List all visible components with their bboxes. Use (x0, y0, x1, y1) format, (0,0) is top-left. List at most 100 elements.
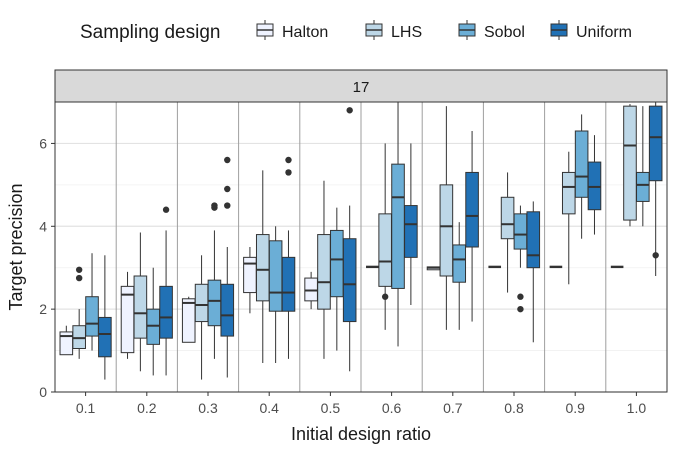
legend-item-lhs: LHS (364, 20, 422, 41)
legend: Sampling design Halton LHS Sobol Uniform (80, 20, 632, 43)
box-body (500, 196, 515, 240)
outlier-point (285, 169, 292, 176)
box-body (513, 213, 528, 250)
outlier-point (517, 305, 524, 313)
boxes (59, 102, 663, 380)
box-halton-0.7 (426, 266, 441, 271)
box-body (439, 184, 454, 277)
box-uniform-0.8 (526, 201, 541, 343)
legend-label: LHS (391, 24, 422, 41)
box-lhs-0.1 (72, 266, 86, 359)
legend-item-sobol: Sobol (457, 20, 525, 41)
box-lhs-0.7 (439, 106, 454, 330)
box-body (404, 205, 418, 258)
outlier-point (211, 202, 218, 209)
box-body (574, 130, 589, 198)
box-halton-0.3 (181, 296, 196, 343)
box-body (220, 283, 235, 337)
box-body (159, 285, 173, 339)
box-body (133, 275, 148, 339)
box-sobol-1.0 (636, 106, 650, 227)
box-lhs-0.5 (317, 180, 331, 359)
box-body (561, 171, 576, 215)
y-tick-label: 2 (39, 301, 47, 317)
x-tick-label: 0.1 (76, 400, 96, 416)
box-uniform-0.2 (159, 206, 173, 376)
box-uniform-0.1 (98, 255, 112, 380)
outlier-point (75, 274, 83, 282)
box-body (304, 277, 318, 302)
legend-label: Uniform (576, 24, 632, 41)
legend-item-uniform: Uniform (549, 20, 632, 41)
outlier-point (162, 206, 170, 213)
x-tick-label: 0.5 (321, 400, 341, 416)
box-halton-0.1 (59, 325, 74, 356)
outlier-point (346, 107, 353, 114)
box-body (465, 171, 479, 248)
box-body (452, 244, 467, 283)
box-body (72, 325, 86, 350)
box-body (268, 240, 283, 312)
x-tick-label: 0.7 (443, 400, 463, 416)
y-axis: 0 2 4 6 (39, 135, 55, 400)
y-axis-label: Target precision (6, 183, 26, 310)
x-tick-label: 0.4 (259, 400, 279, 416)
box-uniform-0.9 (587, 135, 602, 235)
box-body (648, 105, 663, 182)
box-body (194, 283, 209, 323)
outlier-point (285, 156, 292, 164)
outlier-point (652, 252, 659, 259)
outlier-point (517, 293, 524, 300)
x-tick-label: 0.8 (504, 400, 524, 416)
box-lhs-0.6 (378, 143, 392, 330)
x-tick-label: 1.0 (627, 400, 647, 416)
box-lhs-0.2 (133, 232, 148, 372)
outlier-point (75, 266, 83, 273)
box-uniform-1.0 (648, 102, 663, 276)
legend-label: Halton (282, 24, 328, 41)
box-body (98, 316, 112, 358)
box-body (120, 285, 135, 354)
box-body (281, 256, 296, 312)
x-tick-label: 0.9 (565, 400, 585, 416)
y-tick-label: 6 (39, 135, 47, 151)
x-tick-label: 0.6 (382, 400, 402, 416)
box-lhs-1.0 (623, 104, 637, 227)
legend-title: Sampling design (80, 22, 220, 43)
box-body (85, 296, 99, 337)
box-halton-0.5 (304, 271, 318, 310)
box-body (146, 308, 161, 345)
box-sobol-0.1 (85, 253, 99, 351)
box-sobol-0.8 (513, 205, 528, 313)
box-uniform-0.3 (220, 156, 235, 378)
outlier-point (224, 202, 231, 209)
outlier-point (224, 156, 231, 164)
x-axis: 0.1 0.2 0.3 0.4 0.5 0.6 0.7 0.8 0.9 1.0 (76, 392, 646, 416)
box-body (587, 161, 602, 211)
box-uniform-0.5 (342, 107, 357, 372)
box-sobol-0.9 (574, 114, 589, 239)
box-uniform-0.4 (281, 156, 296, 359)
box-lhs-0.9 (561, 151, 576, 285)
y-tick-label: 0 (39, 384, 47, 400)
box-lhs-0.8 (500, 172, 515, 293)
x-tick-label: 0.2 (137, 400, 157, 416)
facet-strip: 17 (54, 69, 668, 103)
box-body (317, 234, 331, 310)
box-body (255, 234, 270, 302)
legend-items: Halton LHS Sobol Uniform (255, 20, 632, 41)
box-body (342, 238, 357, 323)
box-halton-0.2 (120, 271, 135, 359)
y-tick-label: 4 (39, 218, 47, 234)
box-body (181, 298, 196, 343)
box-uniform-0.7 (465, 131, 479, 322)
box-sobol-0.5 (330, 207, 344, 351)
box-body (378, 213, 392, 287)
box-sobol-0.7 (452, 222, 467, 330)
box-uniform-0.6 (404, 143, 418, 305)
plot-panel (54, 101, 668, 393)
legend-item-halton: Halton (255, 20, 328, 41)
box-body (391, 163, 405, 289)
outlier-point (381, 293, 389, 300)
